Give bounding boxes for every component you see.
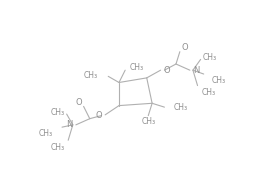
Text: O: O <box>95 111 102 120</box>
Text: CH₃: CH₃ <box>141 117 155 126</box>
Text: CH₃: CH₃ <box>174 103 188 112</box>
Text: CH₃: CH₃ <box>83 71 97 80</box>
Text: CH₃: CH₃ <box>39 129 53 138</box>
Text: O: O <box>181 43 188 52</box>
Text: O: O <box>164 66 170 75</box>
Text: CH₃: CH₃ <box>130 63 144 72</box>
Text: CH₃: CH₃ <box>201 88 216 97</box>
Text: N: N <box>193 66 199 75</box>
Text: N: N <box>66 120 73 129</box>
Text: CH₃: CH₃ <box>212 76 226 85</box>
Text: CH₃: CH₃ <box>50 143 64 152</box>
Text: CH₃: CH₃ <box>202 53 216 62</box>
Text: O: O <box>75 98 82 107</box>
Text: CH₃: CH₃ <box>51 108 65 117</box>
